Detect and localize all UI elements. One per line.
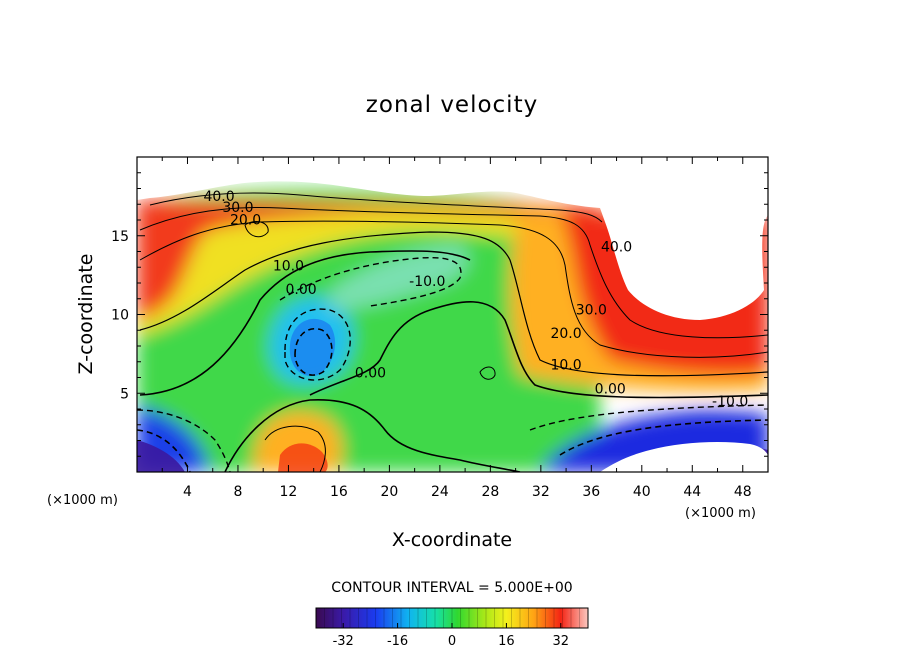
mask-bottom-right [600,442,768,472]
colorbar-stripes [324,608,580,628]
x-unit-left: (×1000 m) [47,493,118,508]
contour-lines [137,192,768,472]
x-tick-label: 28 [481,484,499,500]
field-lower-red-patch [278,443,328,472]
contour-neg10-core [284,308,351,381]
contour-10 [139,231,768,377]
x-tick-label: 8 [233,484,242,500]
contour-small-2 [479,366,496,380]
colorbar-tick-label: 32 [553,634,570,649]
contour-label: 20.0 [550,326,581,342]
contour-label: -10.0 [409,274,445,290]
x-tick-label: 4 [183,484,192,500]
velocity-field [137,157,768,472]
contour-labels: 40.030.020.010.00.00 -10.00.0040.030.020.… [203,189,748,410]
contour-label: 0.00 [355,366,386,382]
contour-0-bottom [224,399,521,472]
y-axis: 5 10 15 [111,172,768,457]
x-tick-label: 44 [683,484,701,500]
field-blue-tongue [330,245,469,310]
contour-label: 20.0 [230,213,261,229]
contour-small-1 [244,221,269,238]
y-tick-label: 10 [111,308,129,324]
colorbar-ticks: -32 -16 0 16 32 [333,623,569,649]
contour-label: 0.00 [595,381,626,397]
contour-label: 40.0 [601,240,632,256]
colorbar-tick-label: -16 [387,634,408,649]
field-blue-center [289,318,336,376]
field-left-cold-core [137,440,185,472]
contour-label: -10.0 [712,394,748,410]
x-axis-label: X-coordinate [392,529,512,551]
field-upper-warm [137,200,600,335]
contour-small-3 [264,425,326,472]
contour-neg20-core [294,328,333,376]
contour-neg10-right [529,404,768,431]
x-tick-label: 36 [582,484,600,500]
contour-40 [149,192,603,223]
x-tick-label: 16 [330,484,348,500]
x-tick-label: 12 [280,484,298,500]
contour-neg10-upper [279,256,462,307]
mask-top [137,157,768,208]
contour-label: 0.00 [285,282,316,298]
chart-title: zonal velocity [366,92,538,118]
x-unit-right: (×1000 m) [685,506,756,521]
y-tick-label: 5 [120,386,129,402]
colorbar-tick-label: -32 [333,634,354,649]
contour-30 [139,207,768,339]
contour-interval-text: CONTOUR INTERVAL = 5.000E+00 [331,580,572,596]
contour-label: 40.0 [203,189,234,205]
contour-label: 30.0 [576,303,607,319]
contour-0-lower [309,301,768,399]
x-axis: 4 8 12 16 20 24 28 32 36 40 44 48 [161,157,752,500]
colorbar-tick-label: 0 [448,634,456,649]
contour-0-upper [139,250,471,396]
x-tick-label: 48 [734,484,752,500]
x-tick-label: 24 [431,484,449,500]
contour-neg20-left [137,429,191,472]
colorbar-tick-label: 16 [498,634,515,649]
mask-right-bay [600,208,768,320]
x-tick-label: 32 [532,484,550,500]
contour-label: 10.0 [273,258,304,274]
contour-neg10-left [137,409,231,472]
y-axis-label: Z-coordinate [75,254,97,375]
contour-label: 10.0 [550,358,581,374]
y-tick-label: 15 [111,229,129,245]
x-tick-label: 40 [633,484,651,500]
x-tick-label: 20 [380,484,398,500]
contour-label: 30.0 [222,200,253,216]
